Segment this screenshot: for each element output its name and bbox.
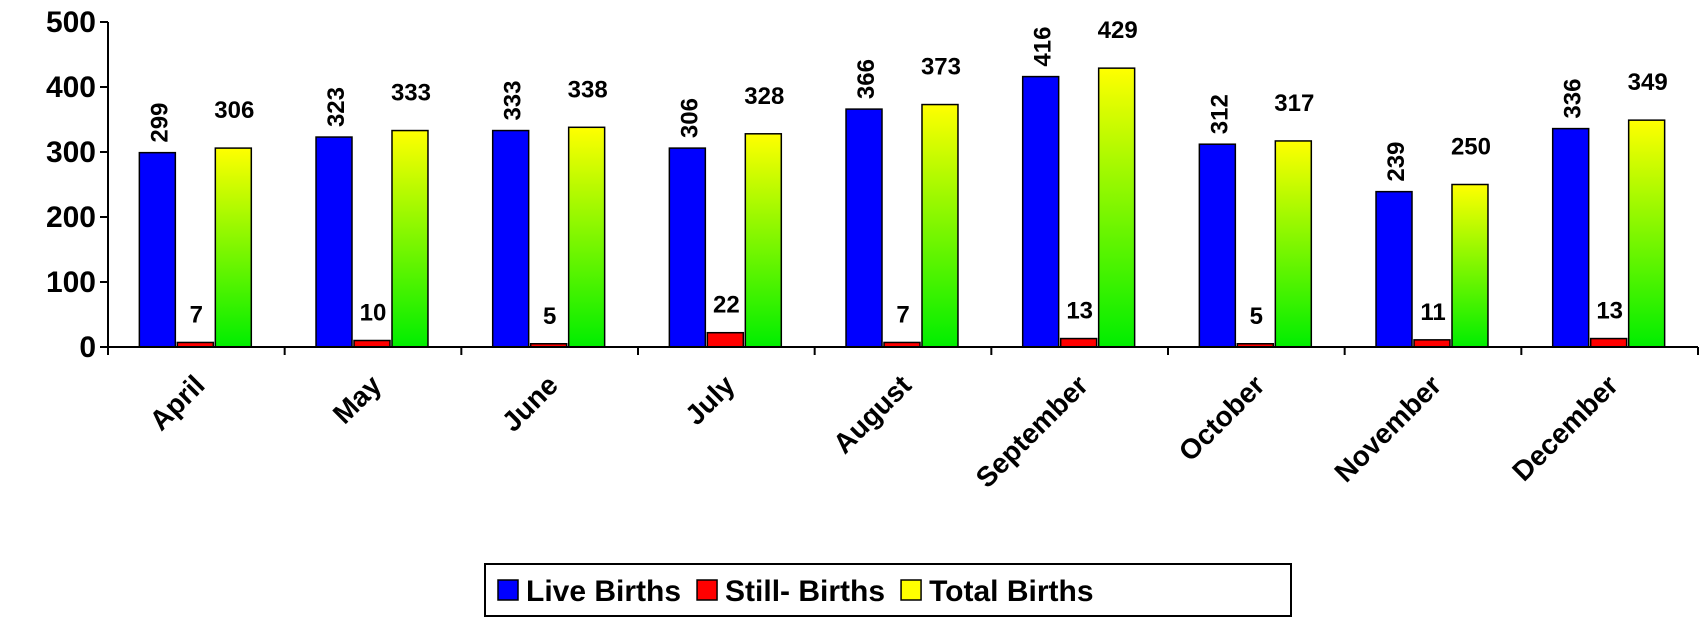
data-label: 317 — [1274, 90, 1314, 117]
data-label: 7 — [896, 301, 909, 328]
bar — [1097, 67, 1136, 348]
x-tick-label: May — [327, 369, 388, 430]
bar — [315, 136, 353, 348]
data-label: 22 — [713, 292, 740, 319]
data-label: 328 — [744, 83, 784, 110]
data-label: 323 — [323, 87, 350, 127]
bar — [491, 129, 530, 348]
bar — [921, 103, 959, 348]
data-label: 10 — [360, 300, 387, 327]
data-label: 7 — [190, 301, 203, 328]
y-tick-label: 400 — [46, 71, 96, 104]
x-tick-label: September — [970, 369, 1094, 493]
data-label: 5 — [543, 303, 556, 330]
x-tick-label: December — [1506, 369, 1624, 487]
data-label: 299 — [146, 103, 173, 143]
legend-label: Total Births — [929, 575, 1093, 608]
x-tick-label: June — [496, 369, 564, 437]
data-label: 349 — [1628, 69, 1668, 96]
data-label: 306 — [676, 98, 703, 138]
x-tick-label: April — [144, 369, 211, 436]
data-label: 312 — [1206, 94, 1233, 134]
y-tick-label: 200 — [46, 201, 96, 234]
data-label: 250 — [1451, 134, 1491, 161]
bar — [1589, 337, 1628, 348]
legend-box — [484, 563, 1292, 617]
data-label: 366 — [853, 59, 880, 99]
data-label: 306 — [214, 97, 254, 124]
data-label: 333 — [391, 80, 431, 107]
bar — [706, 331, 745, 348]
y-tick-label: 0 — [79, 331, 96, 364]
bar — [567, 126, 606, 348]
legend-label: Still- Births — [725, 575, 885, 608]
x-tick-label: August — [827, 369, 917, 459]
data-label: 11 — [1420, 299, 1445, 326]
bar — [668, 147, 707, 348]
data-label: 13 — [1066, 298, 1093, 325]
bar — [138, 151, 177, 348]
data-label: 373 — [921, 54, 961, 81]
bar — [1375, 190, 1413, 348]
legend: Live Births Still- Births Total Births — [484, 563, 1292, 617]
bar — [1551, 127, 1590, 348]
data-label: 336 — [1560, 79, 1587, 119]
legend-swatch — [696, 579, 718, 601]
data-label: 429 — [1098, 17, 1138, 44]
bar — [744, 133, 783, 348]
bar — [1451, 183, 1489, 348]
bar — [1627, 119, 1666, 348]
legend-swatch — [900, 579, 922, 601]
data-label: 239 — [1383, 142, 1410, 182]
bar — [1198, 143, 1237, 348]
y-tick-label: 100 — [46, 266, 96, 299]
data-label: 338 — [568, 76, 608, 103]
bar — [1021, 75, 1060, 348]
x-tick-label: November — [1328, 369, 1447, 488]
bar — [845, 108, 883, 348]
y-tick-label: 300 — [46, 136, 96, 169]
legend-swatch — [497, 579, 519, 601]
data-label: 416 — [1030, 27, 1057, 67]
bar — [1413, 339, 1451, 348]
bar — [391, 129, 429, 348]
data-label: 333 — [500, 81, 527, 121]
y-tick-label: 500 — [46, 6, 96, 39]
bar — [1274, 140, 1313, 348]
data-label: 13 — [1596, 298, 1623, 325]
x-tick-label: July — [679, 369, 741, 431]
bar — [1059, 337, 1098, 348]
x-tick-label: October — [1173, 369, 1271, 467]
data-label: 5 — [1250, 303, 1263, 330]
legend-label: Live Births — [526, 575, 681, 608]
bar — [214, 147, 253, 348]
